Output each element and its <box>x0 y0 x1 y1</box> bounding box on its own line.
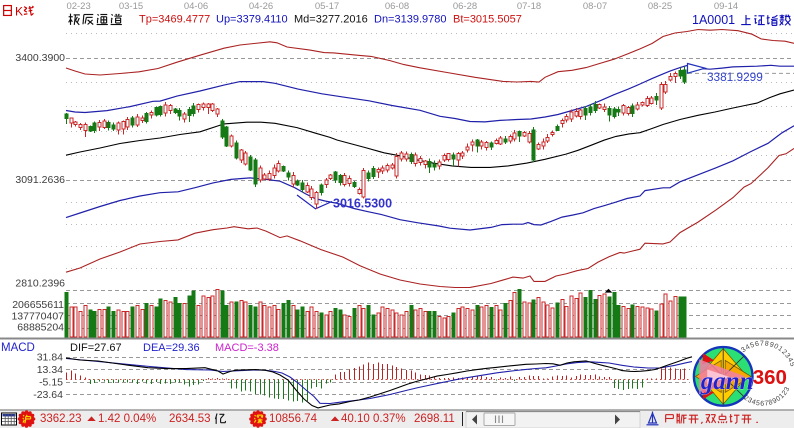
svg-text:04-26: 04-26 <box>249 1 273 12</box>
svg-text:1A0001: 1A0001 <box>692 13 735 27</box>
svg-text:31.84: 31.84 <box>37 352 63 364</box>
svg-text:09-14: 09-14 <box>714 1 738 12</box>
svg-text:04-06: 04-06 <box>184 1 208 12</box>
svg-text:MACD: MACD <box>1 342 35 354</box>
svg-text:Bt=3015.5057: Bt=3015.5057 <box>453 14 522 26</box>
svg-text:2634.53: 2634.53 <box>169 413 211 425</box>
svg-text:3016.5300: 3016.5300 <box>333 197 392 211</box>
svg-text:40.10 0.37%: 40.10 0.37% <box>341 413 406 425</box>
svg-text:68885204: 68885204 <box>17 322 64 334</box>
svg-text:2810.2396: 2810.2396 <box>15 278 65 290</box>
svg-text:02-23: 02-23 <box>66 1 90 12</box>
svg-text:-5.15: -5.15 <box>39 376 63 388</box>
svg-text:Md=3277.2016: Md=3277.2016 <box>294 14 368 26</box>
svg-text:3091.2636: 3091.2636 <box>15 174 65 186</box>
svg-text:2698.11: 2698.11 <box>414 413 455 425</box>
svg-text:3362.23: 3362.23 <box>40 413 82 425</box>
svg-text:08-25: 08-25 <box>648 1 672 12</box>
svg-text:03-15: 03-15 <box>119 1 143 12</box>
svg-text:3381.9299: 3381.9299 <box>707 70 763 84</box>
svg-text:07-18: 07-18 <box>517 1 541 12</box>
svg-text:137770407: 137770407 <box>11 311 64 323</box>
svg-text:Tp=3469.4777: Tp=3469.4777 <box>139 14 210 26</box>
svg-text:1.42 0.04%: 1.42 0.04% <box>98 413 156 425</box>
svg-text:3400.3900: 3400.3900 <box>15 52 65 64</box>
svg-text:gann: gann <box>700 368 754 395</box>
svg-text:K: K <box>15 5 23 19</box>
svg-text:DIF=27.67: DIF=27.67 <box>70 342 122 354</box>
svg-text:Dn=3139.9780: Dn=3139.9780 <box>374 14 446 26</box>
svg-text:DEA=29.36: DEA=29.36 <box>143 342 200 354</box>
svg-text:05-17: 05-17 <box>315 1 339 12</box>
svg-text:360: 360 <box>753 366 787 389</box>
svg-text:13.34: 13.34 <box>37 364 63 376</box>
svg-text:10856.74: 10856.74 <box>269 413 318 425</box>
svg-text:206655611: 206655611 <box>12 299 64 311</box>
svg-text:06-28: 06-28 <box>453 1 477 12</box>
svg-text:MACD=-3.38: MACD=-3.38 <box>215 342 279 354</box>
svg-text:Up=3379.4110: Up=3379.4110 <box>216 14 288 26</box>
svg-text:08-07: 08-07 <box>583 1 607 12</box>
svg-text:06-08: 06-08 <box>385 1 409 12</box>
svg-text:-23.64: -23.64 <box>33 389 63 401</box>
